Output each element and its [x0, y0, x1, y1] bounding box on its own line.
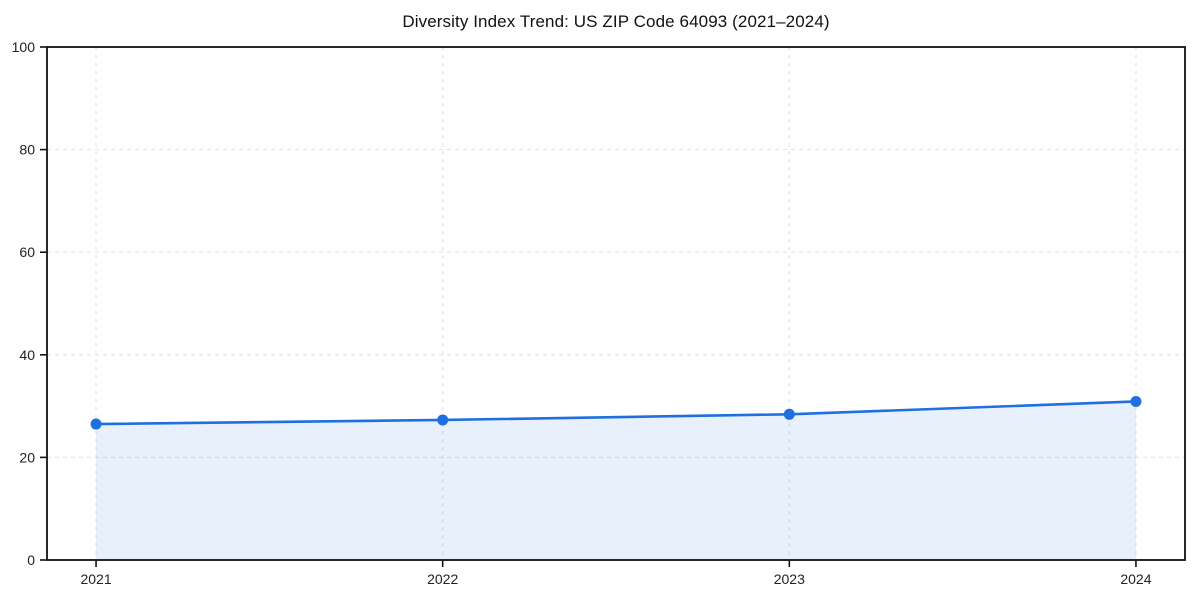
data-point-marker	[783, 408, 795, 420]
y-tick-label: 100	[12, 39, 36, 55]
y-tick-label: 0	[27, 552, 35, 568]
y-tick-label: 40	[19, 347, 35, 363]
data-point-marker	[90, 418, 102, 430]
x-tick-label: 2023	[774, 571, 805, 587]
x-tick-label: 2024	[1120, 571, 1151, 587]
area-fill	[96, 401, 1136, 560]
data-point-marker	[1130, 395, 1142, 407]
x-tick-label: 2021	[80, 571, 111, 587]
y-tick-label: 20	[19, 449, 35, 465]
chart-title: Diversity Index Trend: US ZIP Code 64093…	[402, 12, 830, 31]
x-tick-label: 2022	[427, 571, 458, 587]
y-tick-label: 80	[19, 142, 35, 158]
y-tick-label: 60	[19, 244, 35, 260]
plot-spine	[46, 46, 1186, 561]
data-point-marker	[437, 414, 449, 426]
trend-line	[94, 400, 1138, 426]
